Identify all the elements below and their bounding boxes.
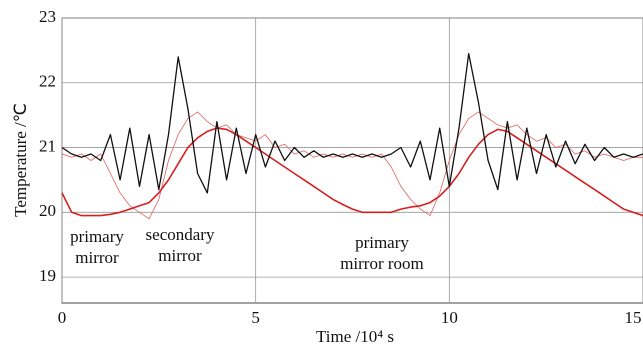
x-tick-label: 10 bbox=[441, 308, 458, 327]
x-tick-label: 15 bbox=[625, 308, 642, 327]
annotation: primary bbox=[70, 227, 124, 246]
series-line bbox=[61, 52, 643, 194]
y-tick-label: 20 bbox=[39, 201, 56, 220]
x-tick-label: 5 bbox=[251, 308, 260, 327]
y-tick-label: 19 bbox=[39, 266, 56, 285]
x-tick-label: 0 bbox=[58, 308, 67, 327]
annotation: secondary bbox=[146, 225, 215, 244]
annotation: mirror room bbox=[340, 254, 424, 273]
annotation: primary bbox=[355, 233, 409, 252]
series-line bbox=[61, 111, 643, 220]
y-tick-label: 21 bbox=[39, 136, 56, 155]
y-tick-label: 22 bbox=[39, 72, 56, 91]
annotation: mirror bbox=[75, 248, 119, 267]
y-axis-label: Temperature /℃ bbox=[11, 103, 30, 217]
series-line bbox=[61, 127, 643, 217]
annotation: mirror bbox=[158, 246, 202, 265]
x-axis-label: Time /10⁴ s bbox=[316, 327, 394, 346]
plot-background bbox=[61, 17, 643, 304]
y-tick-label: 23 bbox=[39, 7, 56, 26]
